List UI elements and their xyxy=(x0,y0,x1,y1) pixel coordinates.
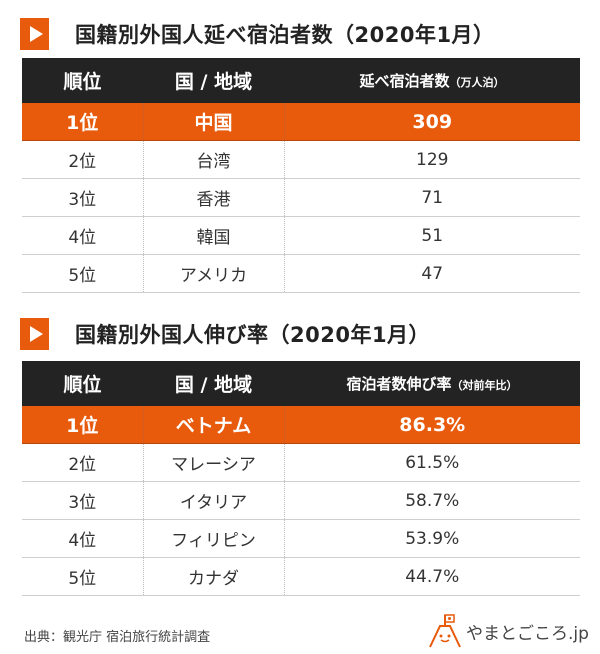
table-row: 3位 香港 71 xyxy=(22,178,580,217)
country-cell: ベトナム xyxy=(142,406,284,444)
value-cell: 71 xyxy=(283,178,580,217)
source-note: 出典：観光庁 宿泊旅行統計調査 xyxy=(24,630,211,645)
country-cell: カナダ xyxy=(142,557,284,596)
country-cell: 中国 xyxy=(142,103,284,141)
column-header: 宿泊者数伸び率（対前年比） xyxy=(284,361,580,406)
column-header: 国 / 地域 xyxy=(143,361,284,406)
table-row: 2位 台湾 129 xyxy=(22,140,580,179)
logo: やまとごころ.jp xyxy=(428,614,589,648)
table1-heading: 国籍別外国人延べ宿泊者数（2020年1月） xyxy=(20,18,495,50)
value-cell: 47 xyxy=(283,254,580,293)
value-cell: 51 xyxy=(283,216,580,255)
rank-cell: 5位 xyxy=(22,254,143,293)
value-cell: 44.7% xyxy=(283,557,580,596)
table2-title: 国籍別外国人伸び率（2020年1月） xyxy=(75,323,431,347)
rank-cell: 4位 xyxy=(22,216,143,255)
table-row: 1位 ベトナム 86.3% xyxy=(22,406,580,444)
rank-cell: 5位 xyxy=(22,557,143,596)
table2-heading: 国籍別外国人伸び率（2020年1月） xyxy=(20,318,430,350)
table-row: 2位 マレーシア 61.5% xyxy=(22,443,580,482)
country-cell: 台湾 xyxy=(142,140,284,179)
table1: 順位国 / 地域 延べ宿泊者数（万人泊） 1位 中国 309 2位 台湾 129 3位 香港 71 4… xyxy=(22,58,580,293)
rank-cell: 3位 xyxy=(22,481,143,520)
rank-cell: 3位 xyxy=(22,178,143,217)
table1-title: 国籍別外国人延べ宿泊者数（2020年1月） xyxy=(75,23,495,47)
rank-cell: 2位 xyxy=(22,140,143,179)
value-cell: 58.7% xyxy=(283,481,580,520)
rank-cell: 1位 xyxy=(22,406,143,444)
rank-cell: 4位 xyxy=(22,519,143,558)
country-cell: イタリア xyxy=(142,481,284,520)
country-cell: 香港 xyxy=(142,178,284,217)
play-arrow-icon xyxy=(20,318,49,350)
country-cell: 韓国 xyxy=(142,216,284,255)
country-cell: フィリピン xyxy=(142,519,284,558)
value-cell: 53.9% xyxy=(283,519,580,558)
column-header: 順位 xyxy=(22,361,143,406)
table-row: 1位 中国 309 xyxy=(22,103,580,141)
value-cell: 61.5% xyxy=(283,443,580,482)
value-cell: 86.3% xyxy=(283,406,580,444)
table-row: 3位 イタリア 58.7% xyxy=(22,481,580,520)
column-header: 延べ宿泊者数（万人泊） xyxy=(284,58,580,103)
table-row: 4位 韓国 51 xyxy=(22,216,580,255)
table-row: 5位 カナダ 44.7% xyxy=(22,557,580,596)
value-cell: 129 xyxy=(283,140,580,179)
play-arrow-icon xyxy=(20,18,49,50)
country-cell: アメリカ xyxy=(142,254,284,293)
column-header: 順位 xyxy=(22,58,143,103)
column-header: 国 / 地域 xyxy=(143,58,284,103)
mountain-logo-icon xyxy=(429,614,461,648)
header-row: 順位国 / 地域 延べ宿泊者数（万人泊） xyxy=(22,58,580,103)
rank-cell: 2位 xyxy=(22,443,143,482)
header-row: 順位国 / 地域 宿泊者数伸び率（対前年比） xyxy=(22,361,580,406)
country-cell: マレーシア xyxy=(142,443,284,482)
table-row: 5位 アメリカ 47 xyxy=(22,254,580,293)
table-row: 4位 フィリピン 53.9% xyxy=(22,519,580,558)
value-cell: 309 xyxy=(283,103,580,141)
table2: 順位国 / 地域 宿泊者数伸び率（対前年比） 1位 ベトナム 86.3% 2位 マレーシア 6… xyxy=(22,361,580,596)
rank-cell: 1位 xyxy=(22,103,143,141)
